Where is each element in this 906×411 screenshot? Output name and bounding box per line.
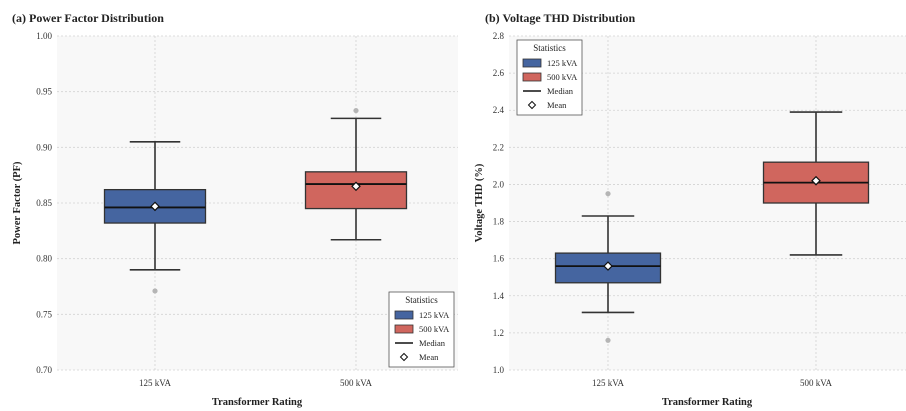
- mean-marker: [351, 181, 361, 192]
- y-tick-label: 0.70: [36, 365, 52, 375]
- panel-b-title: (b) Voltage THD Distribution: [485, 11, 635, 25]
- legend-mean-diamond: [399, 352, 409, 362]
- legend-label: Mean: [419, 352, 439, 362]
- outlier-point: [605, 191, 611, 197]
- y-tick-label: 2.4: [493, 105, 505, 115]
- y-tick-label: 0.90: [36, 142, 52, 152]
- legend-label: 500 kVA: [547, 72, 578, 82]
- panel-b-y-ticks: 1.0 1.2 1.4 1.6 1.8 2.0 2.2 2.4 2.6 2.8: [493, 31, 505, 375]
- panel-b-x-ticks: 125 kVA 500 kVA: [592, 378, 833, 388]
- legend-label: 125 kVA: [547, 58, 578, 68]
- panel-a-y-ticks: 0.70 0.75 0.80 0.85 0.90 0.95 1.00: [36, 31, 52, 375]
- panel-a: (a) Power Factor Distribution 0.700.750.…: [12, 11, 458, 408]
- y-tick-label: 1.2: [493, 328, 504, 338]
- panel-a-grid: [57, 35, 458, 371]
- outlier-point: [353, 107, 359, 114]
- y-tick-label: 0.85: [36, 198, 52, 208]
- x-tick-label: 125 kVA: [592, 378, 625, 388]
- y-tick-label: 1.6: [493, 254, 505, 264]
- x-tick-label: 500 kVA: [800, 378, 833, 388]
- x-tick-label: 500 kVA: [340, 378, 373, 388]
- outlier-point: [152, 288, 158, 294]
- y-tick-label: 1.00: [36, 31, 52, 41]
- legend-swatch-125kva: [522, 58, 542, 68]
- x-tick-label: 125 kVA: [139, 378, 172, 388]
- panel-b-y-label: Voltage THD (%): [474, 163, 485, 242]
- panel-b: (b) Voltage THD Distribution 1.01.21.41.…: [474, 11, 906, 408]
- legend-label: 500 kVA: [419, 324, 450, 334]
- panel-a-x-label: Transformer Rating: [212, 397, 303, 408]
- box-125kva: [554, 191, 662, 343]
- mean-marker: [150, 201, 160, 212]
- legend-label: 125 kVA: [419, 310, 450, 320]
- y-tick-label: 2.6: [493, 68, 505, 78]
- y-tick-label: 0.75: [36, 309, 52, 319]
- legend-swatch-500kva: [522, 72, 542, 82]
- y-tick-label: 0.80: [36, 254, 52, 264]
- panel-b-legend: Statistics 125 kVA 500 kVA Median Mean: [516, 39, 583, 116]
- legend-label: Mean: [547, 100, 567, 110]
- panel-a-y-label: Power Factor (PF): [12, 161, 23, 244]
- box-500kva: [762, 111, 870, 256]
- panel-a-title: (a) Power Factor Distribution: [12, 11, 164, 25]
- y-tick-label: 0.95: [36, 87, 52, 97]
- y-tick-label: 2.8: [493, 31, 505, 41]
- panel-a-x-ticks: 125 kVA 500 kVA: [139, 378, 373, 388]
- box-125kva: [103, 140, 207, 294]
- legend-title: Statistics: [405, 295, 438, 305]
- legend-mean-diamond: [527, 100, 537, 110]
- legend-label: Median: [419, 338, 446, 348]
- legend-swatch-125kva: [394, 310, 414, 320]
- mean-marker: [603, 261, 613, 271]
- panel-b-x-label: Transformer Rating: [662, 397, 753, 408]
- legend-title: Statistics: [533, 43, 566, 53]
- outlier-point: [605, 337, 611, 343]
- box-500kva: [304, 107, 408, 241]
- y-tick-label: 1.0: [493, 365, 505, 375]
- legend-label: Median: [547, 86, 574, 96]
- y-tick-label: 1.4: [493, 291, 505, 301]
- y-tick-label: 1.8: [493, 217, 505, 227]
- y-tick-label: 2.0: [493, 179, 505, 189]
- mean-marker: [811, 175, 821, 186]
- legend-swatch-500kva: [394, 324, 414, 334]
- panel-b-boxes: [554, 111, 870, 343]
- panel-a-legend: Statistics 125 kVA 500 kVA Median Mean: [388, 291, 455, 368]
- y-tick-label: 2.2: [493, 142, 504, 152]
- panel-a-boxes: [103, 107, 408, 294]
